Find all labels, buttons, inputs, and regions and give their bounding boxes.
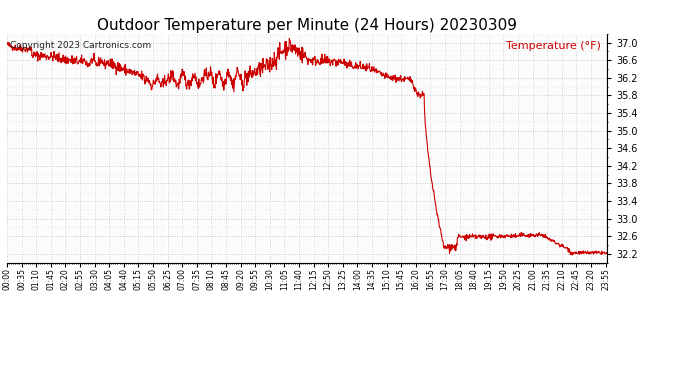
Title: Outdoor Temperature per Minute (24 Hours) 20230309: Outdoor Temperature per Minute (24 Hours… xyxy=(97,18,517,33)
Text: Copyright 2023 Cartronics.com: Copyright 2023 Cartronics.com xyxy=(10,40,151,50)
Text: Temperature (°F): Temperature (°F) xyxy=(506,40,601,51)
